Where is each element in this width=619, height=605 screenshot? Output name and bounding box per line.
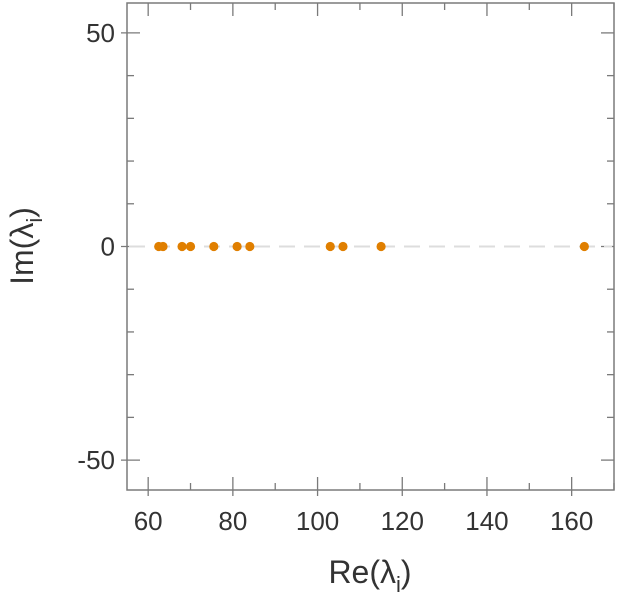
data-points	[154, 241, 589, 252]
y-tick-label: 50	[86, 18, 115, 48]
data-point	[245, 241, 255, 252]
data-point	[177, 241, 187, 252]
y-tick-labels: -50 0 50	[77, 18, 115, 475]
y-tick-label: 0	[101, 232, 115, 262]
x-tick-label: 120	[381, 506, 424, 536]
data-point	[185, 241, 196, 252]
data-point	[338, 241, 348, 252]
y-tick-label: -50	[77, 445, 115, 475]
x-tick-label: 140	[465, 506, 508, 536]
data-point	[579, 241, 589, 252]
x-tick-label: 160	[550, 506, 593, 536]
x-tick-label: 60	[134, 506, 163, 536]
x-tick-label: 100	[296, 506, 339, 536]
data-point	[325, 241, 335, 252]
data-point	[232, 241, 242, 252]
data-point	[158, 241, 168, 252]
data-point	[209, 241, 219, 252]
x-axis-title: Re(λi)	[328, 554, 411, 597]
x-tick-label: 80	[218, 506, 247, 536]
data-point	[376, 241, 386, 252]
minor-ticks	[127, 3, 615, 490]
x-tick-labels: 60 80 100 120 140 160	[134, 506, 594, 536]
y-axis-title: Im(λi)	[4, 207, 47, 285]
